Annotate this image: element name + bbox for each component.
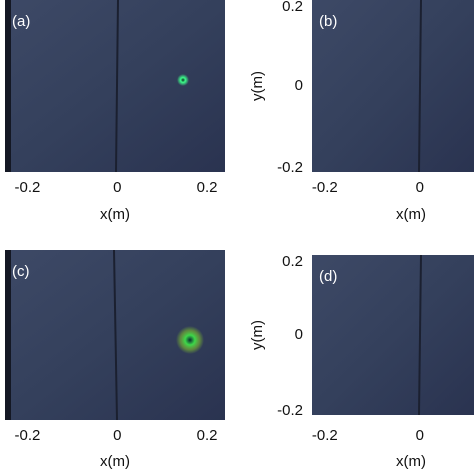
image-edge bbox=[5, 0, 11, 172]
light-spot bbox=[176, 326, 204, 354]
panel-label: (b) bbox=[319, 13, 337, 30]
x-axis-label: x(m) bbox=[396, 453, 426, 470]
panel-label: (d) bbox=[319, 268, 337, 285]
x-tick-label: 0 bbox=[113, 179, 121, 196]
y-tick-label: -0.2 bbox=[277, 159, 303, 176]
x-tick-label: -0.2 bbox=[15, 179, 41, 196]
y-tick-label: 0.2 bbox=[282, 253, 303, 270]
x-tick-label: -0.2 bbox=[312, 179, 338, 196]
x-tick-label: 0 bbox=[416, 179, 424, 196]
y-axis-label: y(m) bbox=[249, 71, 266, 101]
y-tick-label: 0 bbox=[295, 326, 303, 343]
x-tick-label: -0.2 bbox=[15, 427, 41, 444]
image-edge bbox=[5, 250, 11, 420]
x-tick-label: 0 bbox=[113, 427, 121, 444]
seam bbox=[113, 249, 118, 421]
x-tick-label: 0 bbox=[416, 427, 424, 444]
x-axis-label: x(m) bbox=[396, 206, 426, 223]
y-tick-label: -0.2 bbox=[277, 402, 303, 419]
x-tick-label: 0.2 bbox=[197, 179, 218, 196]
light-spot bbox=[177, 74, 189, 86]
x-tick-label: 0.2 bbox=[197, 427, 218, 444]
y-tick-label: 0.2 bbox=[282, 0, 303, 15]
x-tick-label: -0.2 bbox=[312, 427, 338, 444]
images bbox=[5, 0, 474, 421]
camera-image bbox=[312, 255, 474, 415]
y-axis-label: y(m) bbox=[249, 320, 266, 350]
seam bbox=[418, 0, 422, 173]
x-axis-label: x(m) bbox=[100, 453, 130, 470]
camera-image bbox=[5, 0, 225, 172]
panel-label: (a) bbox=[12, 13, 30, 30]
seam bbox=[418, 254, 422, 416]
y-tick-label: 0 bbox=[295, 77, 303, 94]
x-axis-label: x(m) bbox=[100, 206, 130, 223]
camera-image bbox=[312, 0, 474, 172]
seam bbox=[115, 0, 119, 173]
panel-label: (c) bbox=[12, 263, 30, 280]
